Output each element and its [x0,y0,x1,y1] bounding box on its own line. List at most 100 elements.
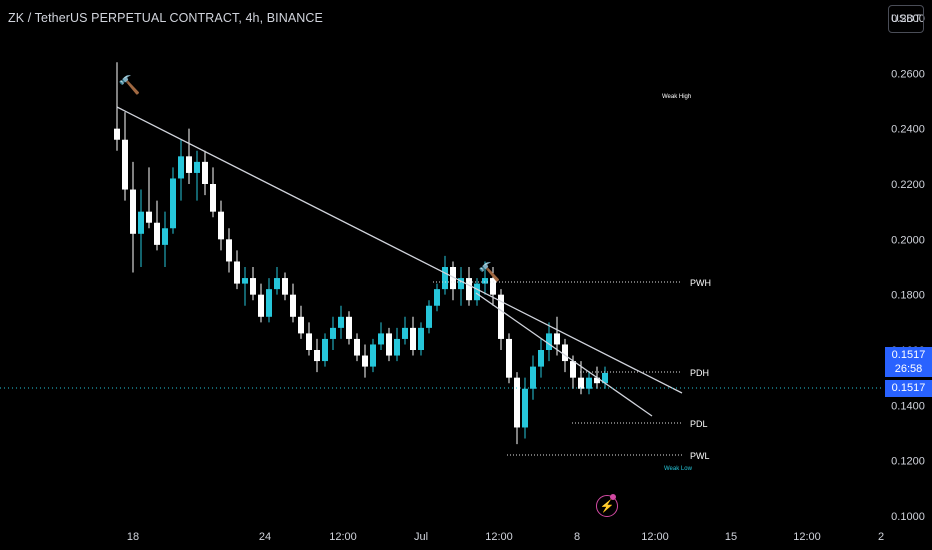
current-price-tag: 0.1517 26:58 [885,347,932,377]
weak-high-label: Weak High [662,94,691,100]
candle-body [362,355,368,367]
candle-body [170,178,176,229]
trend-line[interactable] [475,292,653,417]
candle-body [522,388,528,428]
candle-body [570,361,576,378]
candle-body [346,316,352,339]
candle-body [258,294,264,317]
time-tick: Jul [414,531,428,543]
candle-body [458,278,464,290]
candle-body [434,289,440,306]
time-tick: 12:00 [329,531,357,543]
candle-body [338,316,344,328]
candle-body [450,267,456,290]
price-tick: 0.1400 [891,400,925,412]
candle-body [290,294,296,317]
bar-countdown: 26:58 [894,363,923,375]
candle-body [138,211,144,234]
time-tick: 12:00 [485,531,513,543]
candle-body [314,350,320,362]
candle-body [114,128,120,140]
candle-body [130,189,136,234]
candle-body [122,139,128,190]
notification-dot [610,494,616,500]
chart-title: ZK / TetherUS PERPETUAL CONTRACT, 4h, BI… [8,11,323,25]
annotation-lines: PWH PDH PDL PWL Weak High Weak Low [0,94,884,472]
price-tick: 0.2600 [891,68,925,80]
candle-body [474,283,480,301]
candle-body [218,211,224,240]
candle-body [410,327,416,350]
price-tick: 0.2200 [891,179,925,191]
price-tick: 0.2800 [891,13,925,25]
candle-body [186,156,192,173]
hammer-icon: 🔨 [118,75,141,95]
pdl-label: PDL [690,419,708,429]
candle-body [378,333,384,345]
price-tick: 0.1000 [891,511,925,523]
candle-body [538,350,544,367]
candle-body [578,377,584,389]
pwl-label: PWL [690,451,710,461]
candle-body [386,333,392,356]
candle-body [442,267,448,290]
candle-body [402,327,408,339]
trend-line[interactable] [116,106,683,394]
candle-body [306,333,312,350]
candle-body [602,372,608,384]
candle-body [234,261,240,284]
candle-body [562,344,568,362]
candle-body [418,327,424,350]
candle-body [194,161,200,173]
candle-body [554,333,560,345]
candle-body [202,161,208,184]
candle-body [154,222,160,245]
hammer-icon: 🔨 [478,262,501,282]
candle-body [490,278,496,295]
candle-body [146,211,152,223]
pdh-label: PDH [690,368,709,378]
time-tick: 12:00 [641,531,669,543]
lightning-icon[interactable]: ⚡ [596,495,618,517]
candle-body [210,184,216,212]
time-tick: 24 [259,531,271,543]
time-tick: 18 [127,531,139,543]
pwh-label: PWH [690,278,711,288]
price-tick: 0.2000 [891,234,925,246]
current-price-value: 0.1517 [891,349,926,361]
candle-body [594,377,600,384]
price-tick: 0.2400 [891,124,925,136]
candle-body [330,327,336,339]
candle-body [226,239,232,262]
current-price-label: 0.1517 [885,380,932,397]
candle-body [482,278,488,284]
candle-body [250,278,256,295]
time-axis: 18 24 12:00 Jul 12:00 8 12:00 15 12:00 2 [127,531,884,543]
price-axis: 0.28000.26000.24000.22000.20000.18000.16… [891,13,925,523]
time-tick: 8 [574,531,580,543]
candle-body [370,344,376,367]
price-tick: 0.1200 [891,456,925,468]
candle-body [266,289,272,317]
candle-body [586,377,592,389]
candle-body [242,278,248,284]
candle-body [498,294,504,339]
price-tick: 0.1800 [891,290,925,302]
candle-body [282,278,288,295]
candles-group [114,62,608,445]
candle-body [466,278,472,301]
candle-body [322,338,328,362]
candle-body [506,338,512,378]
currency-button[interactable]: USDT [888,5,924,33]
time-tick: 12:00 [793,531,821,543]
candle-body [530,366,536,389]
time-tick: 2 [878,531,884,543]
candle-body [298,316,304,334]
candle-body [394,338,400,356]
candle-body [514,377,520,428]
candle-body [426,305,432,328]
candle-body [546,333,552,350]
time-tick: 15 [725,531,737,543]
weak-low-label: Weak Low [664,466,693,472]
